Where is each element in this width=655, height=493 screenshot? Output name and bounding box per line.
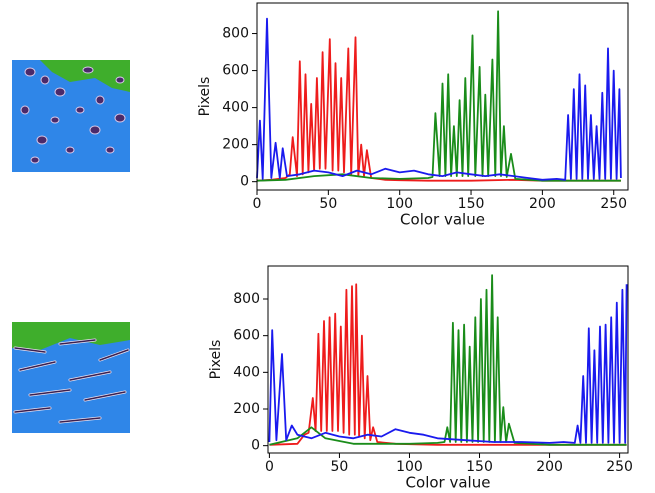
chart: 0 200 400 600 800 0 50 100 150 200 250 Color value P… xyxy=(208,265,633,492)
chart: 0 200 400 600 800 0 50 100 150 200 250 Color value P… xyxy=(197,2,629,229)
plot-frame xyxy=(267,265,629,454)
y-tick-label: 400 xyxy=(222,100,249,116)
histogram-line xyxy=(256,17,622,181)
histogram-line xyxy=(269,283,627,446)
histogram-line xyxy=(256,36,621,182)
histogram-line xyxy=(256,10,621,182)
histogram-line xyxy=(269,274,627,446)
x-tick-label: 50 xyxy=(319,196,337,212)
y-tick-label: 800 xyxy=(233,291,260,307)
y-tick-label: 600 xyxy=(222,63,249,79)
x-tick-label: 200 xyxy=(536,459,563,475)
y-tick-label: 200 xyxy=(233,401,260,417)
thumbnail-top xyxy=(12,60,130,172)
x-tick-label: 250 xyxy=(600,196,627,212)
y-axis-label: Pixels xyxy=(197,77,213,117)
y-axis-label: Pixels xyxy=(208,340,224,380)
x-tick-label: 200 xyxy=(529,196,556,212)
histogram-line xyxy=(268,284,628,444)
x-tick-label: 250 xyxy=(606,459,633,475)
x-tick-label: 50 xyxy=(331,459,349,475)
y-tick-label: 400 xyxy=(233,364,260,380)
x-tick-label: 0 xyxy=(253,196,262,212)
x-axis-label: Color value xyxy=(400,211,485,229)
y-tick-label: 600 xyxy=(233,328,260,344)
x-tick-label: 100 xyxy=(386,196,413,212)
x-tick-label: 100 xyxy=(396,459,423,475)
y-tick-label: 200 xyxy=(222,137,249,153)
x-tick-label: 150 xyxy=(458,196,485,212)
plot-frame xyxy=(256,2,629,191)
y-tick-label: 0 xyxy=(240,174,249,190)
y-tick-label: 800 xyxy=(222,26,249,42)
x-axis-label: Color value xyxy=(406,474,491,492)
y-tick-label: 0 xyxy=(251,438,260,454)
x-tick-label: 0 xyxy=(265,459,274,475)
thumbnail-bottom xyxy=(12,322,130,433)
x-tick-label: 150 xyxy=(466,459,493,475)
